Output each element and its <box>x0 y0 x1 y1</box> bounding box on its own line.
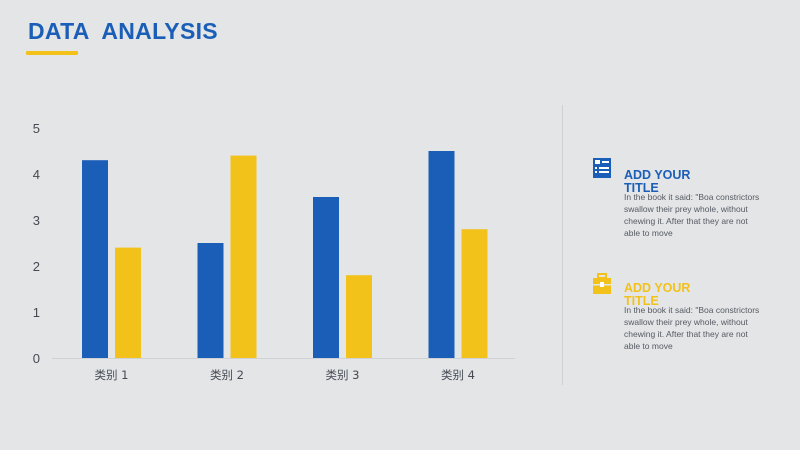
title-underline <box>26 51 78 55</box>
bar-series2-3 <box>346 275 372 358</box>
y-tick-label: 5 <box>33 121 40 136</box>
info-body-1: In the book it said: "Boa constrictors s… <box>624 192 760 238</box>
info-title-1: ADD YOUR TITLE <box>624 168 691 195</box>
y-tick-label: 0 <box>33 351 40 366</box>
bar-series2-2 <box>230 155 257 358</box>
x-tick-label: 类别 4 <box>441 368 475 382</box>
x-tick-label: 类别 2 <box>210 368 244 382</box>
x-tick-label: 类别 3 <box>326 368 360 382</box>
y-tick-label: 2 <box>33 259 40 274</box>
bar-series1-3 <box>313 197 339 358</box>
vertical-divider <box>562 105 563 385</box>
bar-series2-1 <box>115 247 141 358</box>
y-tick-label: 3 <box>33 213 40 228</box>
document-list-icon <box>592 157 612 179</box>
info-title-2: ADD YOUR TITLE <box>624 281 691 308</box>
bar-series1-4 <box>428 151 455 358</box>
y-tick-label: 4 <box>33 167 40 182</box>
x-tick-label: 类别 1 <box>95 368 129 382</box>
bar-series1-1 <box>82 160 108 358</box>
y-tick-label: 1 <box>33 305 40 320</box>
bar-series1-2 <box>197 243 224 358</box>
briefcase-icon <box>592 273 612 295</box>
bar-series2-4 <box>461 229 488 358</box>
info-body-2: In the book it said: "Boa constrictors s… <box>624 305 760 351</box>
page-title: DATA ANALYSIS <box>28 18 218 44</box>
